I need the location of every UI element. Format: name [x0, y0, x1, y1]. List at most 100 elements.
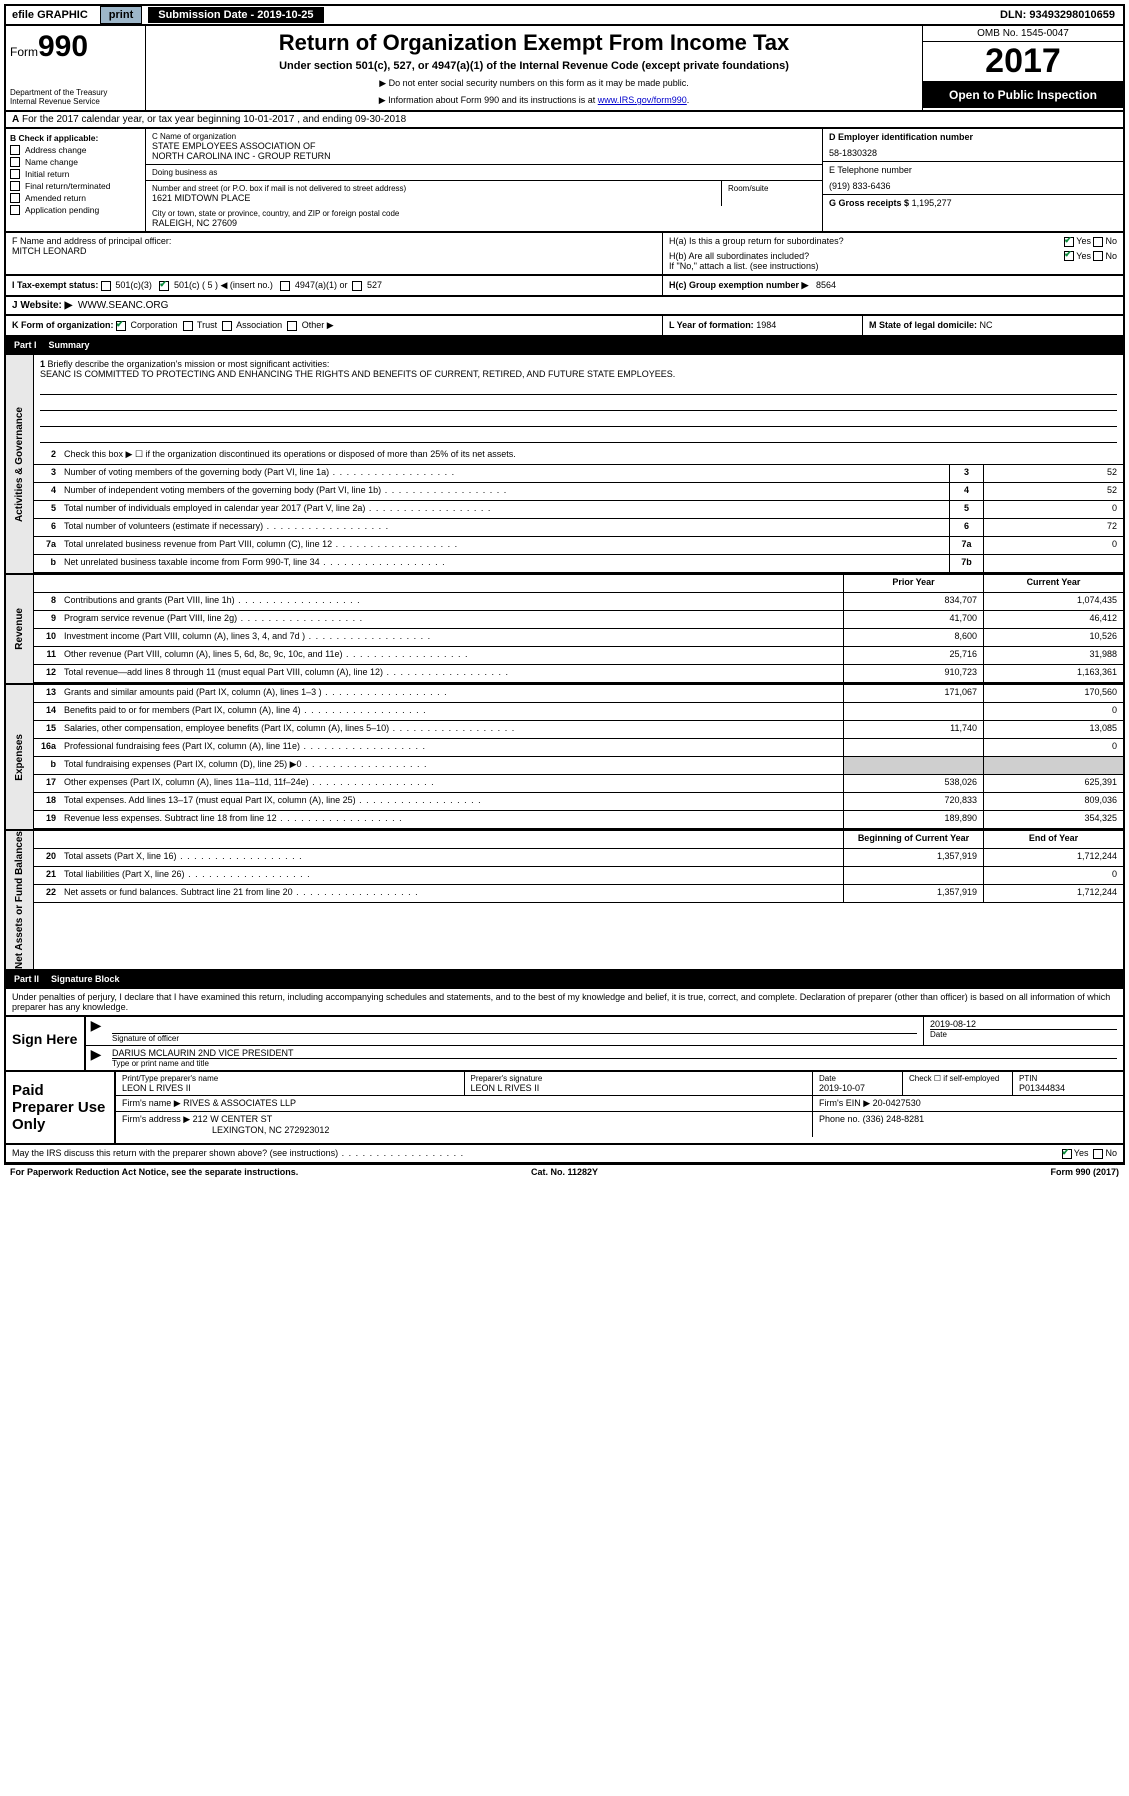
prep-name: LEON L RIVES II	[122, 1083, 458, 1093]
yes-label: Yes	[1076, 251, 1091, 261]
form-note-2: ▶ Information about Form 990 and its ins…	[150, 95, 918, 106]
sign-date: 2019-08-12	[930, 1019, 1117, 1029]
no-label: No	[1105, 251, 1117, 261]
ein-value: 58-1830328	[829, 142, 1117, 158]
g-label: G Gross receipts $	[829, 198, 909, 208]
col-end: End of Year	[983, 831, 1123, 848]
checkbox-icon[interactable]	[10, 193, 20, 203]
col-d-e-g: D Employer identification number 58-1830…	[823, 129, 1123, 231]
m-label: M State of legal domicile:	[869, 320, 977, 330]
officer-print-name: DARIUS MCLAURIN 2ND VICE PRESIDENT	[112, 1048, 1117, 1058]
table-row: 19Revenue less expenses. Subtract line 1…	[34, 811, 1123, 829]
col-beg: Beginning of Current Year	[843, 831, 983, 848]
hc-label: H(c) Group exemption number ▶	[669, 280, 808, 290]
vlabel-rev: Revenue	[14, 608, 25, 650]
firm-ein: 20-0427530	[873, 1098, 921, 1108]
checkbox-icon[interactable]	[101, 281, 111, 291]
sign-here-label: Sign Here	[6, 1017, 86, 1070]
col-c: C Name of organization STATE EMPLOYEES A…	[146, 129, 823, 231]
firm-city: LEXINGTON, NC 272923012	[122, 1125, 329, 1135]
ptin: P01344834	[1019, 1083, 1117, 1093]
vlabel-net: Net Assets or Fund Balances	[14, 831, 25, 969]
irs-link[interactable]: www.IRS.gov/form990	[598, 95, 687, 105]
row-a-tax-year: A For the 2017 calendar year, or tax yea…	[4, 112, 1125, 129]
opt-amended: Amended return	[25, 193, 86, 203]
checkbox-icon[interactable]	[116, 321, 126, 331]
opt-assoc: Association	[236, 320, 282, 330]
part-title: Signature Block	[51, 974, 120, 984]
f-label: F Name and address of principal officer:	[12, 236, 656, 246]
open-inspection: Open to Public Inspection	[923, 82, 1123, 108]
phone-label: Phone no.	[819, 1114, 860, 1124]
top-bar: efile GRAPHIC print Submission Date - 20…	[4, 4, 1125, 26]
opt-final: Final return/terminated	[25, 181, 111, 191]
discuss-text: May the IRS discuss this return with the…	[12, 1148, 1062, 1159]
opt-501c3: 501(c)(3)	[115, 280, 152, 290]
line2-text: Check this box ▶ ☐ if the organization d…	[60, 447, 1123, 464]
checkbox-icon[interactable]	[159, 281, 169, 291]
prep-date: 2019-10-07	[819, 1083, 896, 1093]
year-formation: 1984	[756, 320, 776, 330]
group-exemption: 8564	[816, 280, 836, 290]
form-note-1: ▶ Do not enter social security numbers o…	[150, 78, 918, 89]
table-row: 9Program service revenue (Part VIII, lin…	[34, 611, 1123, 629]
checkbox-icon[interactable]	[1064, 237, 1074, 247]
table-row: 16aProfessional fundraising fees (Part I…	[34, 739, 1123, 757]
form-word: Form	[10, 45, 38, 59]
checkbox-icon[interactable]	[10, 157, 20, 167]
print-button[interactable]: print	[100, 6, 142, 24]
sign-block: Sign Here ▶ Signature of officer 2019-08…	[4, 1017, 1125, 1072]
i-label: I Tax-exempt status:	[12, 280, 98, 290]
h-self: Check ☐ if self-employed	[909, 1074, 1006, 1083]
note2-text: ▶ Information about Form 990 and its ins…	[379, 95, 598, 105]
form-title: Return of Organization Exempt From Incom…	[150, 30, 918, 56]
firm-phone: (336) 248-8281	[863, 1114, 925, 1124]
checkbox-icon[interactable]	[183, 321, 193, 331]
checkbox-icon[interactable]	[1093, 251, 1103, 261]
table-row: 5Total number of individuals employed in…	[34, 501, 1123, 519]
submission-date: Submission Date - 2019-10-25	[148, 7, 323, 23]
checkbox-icon[interactable]	[10, 169, 20, 179]
col-current: Current Year	[983, 575, 1123, 592]
h-date: Date	[819, 1074, 896, 1083]
part-1-net: Net Assets or Fund Balances Beginning of…	[4, 831, 1125, 971]
footer-left: For Paperwork Reduction Act Notice, see …	[10, 1167, 380, 1177]
table-row: 15Salaries, other compensation, employee…	[34, 721, 1123, 739]
table-row: 4Number of independent voting members of…	[34, 483, 1123, 501]
firm-addr-label: Firm's address ▶	[122, 1114, 190, 1124]
footer-catno: Cat. No. 11282Y	[380, 1167, 750, 1177]
part-1-header: Part I Summary	[4, 337, 1125, 355]
table-row: 10Investment income (Part VIII, column (…	[34, 629, 1123, 647]
efile-label: efile GRAPHIC	[6, 9, 94, 21]
table-row: bTotal fundraising expenses (Part IX, co…	[34, 757, 1123, 775]
l-label: L Year of formation:	[669, 320, 754, 330]
checkbox-icon[interactable]	[287, 321, 297, 331]
yes-label: Yes	[1074, 1148, 1089, 1158]
mission-text: SEANC IS COMMITTED TO PROTECTING AND ENH…	[40, 369, 675, 379]
table-row: 17Other expenses (Part IX, column (A), l…	[34, 775, 1123, 793]
checkbox-icon[interactable]	[222, 321, 232, 331]
dba-label: Doing business as	[152, 168, 816, 177]
checkbox-icon[interactable]	[1093, 237, 1103, 247]
form-number: Form990	[10, 30, 141, 64]
opt-name-change: Name change	[25, 157, 78, 167]
briefly-label: Briefly describe the organization's miss…	[48, 359, 330, 369]
table-row: 13Grants and similar amounts paid (Part …	[34, 685, 1123, 703]
checkbox-icon[interactable]	[10, 145, 20, 155]
checkbox-icon[interactable]	[10, 205, 20, 215]
checkbox-icon[interactable]	[1093, 1149, 1103, 1159]
e-label: E Telephone number	[829, 165, 1117, 175]
officer-name: MITCH LEONARD	[12, 246, 656, 256]
checkbox-icon[interactable]	[1062, 1149, 1072, 1159]
page-footer: For Paperwork Reduction Act Notice, see …	[4, 1164, 1125, 1179]
table-row: 7aTotal unrelated business revenue from …	[34, 537, 1123, 555]
checkbox-icon[interactable]	[352, 281, 362, 291]
domicile-state: NC	[980, 320, 993, 330]
checkbox-icon[interactable]	[280, 281, 290, 291]
declare-text: Under penalties of perjury, I declare th…	[4, 989, 1125, 1017]
checkbox-icon[interactable]	[1064, 251, 1074, 261]
arrow-icon: ▶	[86, 1046, 106, 1070]
checkbox-icon[interactable]	[10, 181, 20, 191]
a-prefix: A	[12, 114, 19, 125]
print-name-label: Type or print name and title	[112, 1058, 1117, 1068]
